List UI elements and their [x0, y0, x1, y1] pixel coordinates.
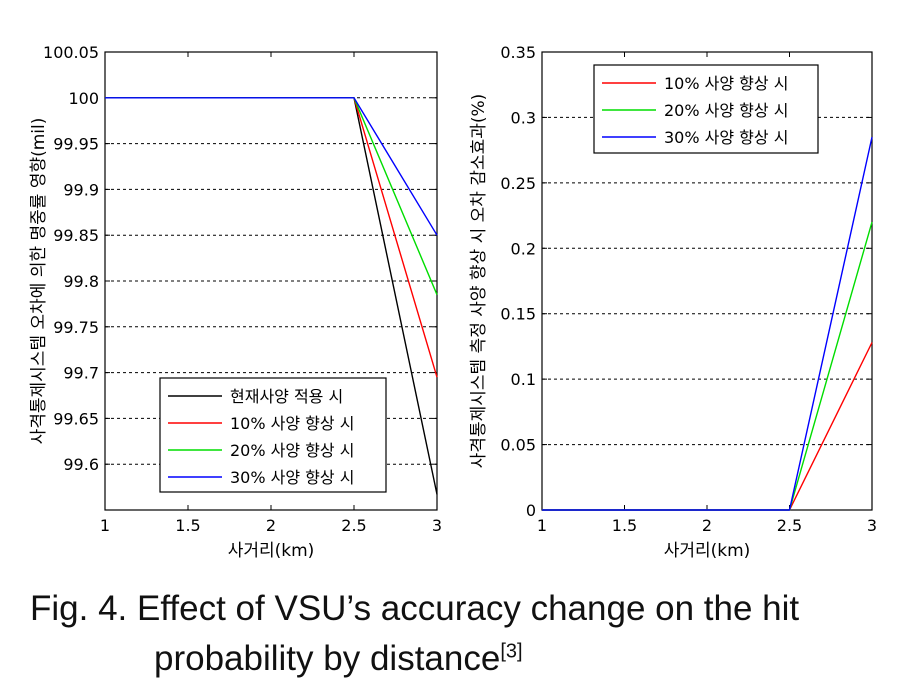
legend-label: 20% 사양 향상 시 [664, 101, 788, 120]
x-tick-label: 2.5 [777, 516, 802, 535]
y-tick-label: 99.9 [63, 180, 99, 199]
x-tick-label: 1 [537, 516, 547, 535]
y-axis-label: 사격통제시스템 오차에 의한 명중률 영향(mil) [29, 118, 49, 445]
y-tick-label: 99.7 [63, 364, 99, 383]
chart-2: 0 0.05 0.1 0.15 0.2 0.25 0.3 0.35 1 1.5 2 2.5 3 사거리(k… [469, 43, 877, 561]
caption-reference: [3] [500, 640, 523, 663]
y-tick-label: 99.6 [63, 455, 99, 474]
x-axis-label: 사거리(km) [228, 541, 315, 561]
y-tick-label: 99.8 [63, 272, 99, 291]
y-tick-label: 100 [68, 89, 99, 108]
y-tick-label: 0.3 [511, 108, 536, 127]
caption-line-2: probability by distance[3] [154, 634, 523, 684]
x-tick-label: 1.5 [175, 516, 200, 535]
y-tick-label: 99.75 [53, 318, 99, 337]
legend: 10% 사양 향상 시 20% 사양 향상 시 30% 사양 향상 시 [593, 64, 819, 154]
figure-canvas: 99.6 99.65 99.7 99.75 99.8 99.85 99.9 99.95 100 1… [29, 43, 877, 561]
x-tick-label: 3 [867, 516, 877, 535]
y-tick-label: 0.2 [511, 239, 536, 258]
y-tick-label: 99.65 [53, 409, 99, 428]
caption-line-2-text: probability by distance [154, 639, 501, 678]
x-tick-label: 2 [702, 516, 712, 535]
y-tick-label: 100.05 [43, 43, 99, 62]
legend-box [593, 64, 819, 154]
y-tick-label: 99.85 [53, 226, 99, 245]
legend-label: 10% 사양 향상 시 [230, 414, 354, 433]
x-axis-label: 사거리(km) [664, 541, 751, 561]
y-tick-label: 0.1 [511, 370, 536, 389]
x-tick-label: 3 [432, 516, 442, 535]
x-tick-label: 1.5 [612, 516, 637, 535]
y-tick-label: 0.05 [500, 436, 536, 455]
y-tick-label: 0 [526, 501, 536, 520]
y-axis-label: 사격통제시스템 측정 사양 향상 시 오차 감소효과(%) [469, 94, 489, 469]
legend-label: 30% 사양 향상 시 [230, 468, 354, 487]
y-tick-label: 0.15 [500, 305, 536, 324]
y-tick-label: 0.35 [500, 43, 536, 62]
legend-label: 20% 사양 향상 시 [230, 441, 354, 460]
x-tick-label: 1 [100, 516, 110, 535]
y-tick-label: 99.95 [53, 135, 99, 154]
series-line-3 [542, 136, 873, 511]
legend-label: 현재사양 적용 시 [230, 387, 343, 406]
legend-label: 10% 사양 향상 시 [664, 74, 788, 93]
legend-box [159, 377, 387, 493]
x-tick-label: 2.5 [341, 516, 366, 535]
y-tick-label: 0.25 [500, 174, 536, 193]
legend: 현재사양 적용 시 10% 사양 향상 시 20% 사양 향상 시 30% 사양 향상… [159, 377, 387, 493]
series-line-4 [105, 97, 438, 236]
chart-1: 99.6 99.65 99.7 99.75 99.8 99.85 99.9 99.95 100 1… [29, 43, 442, 561]
caption-line-1: Fig. 4. Effect of VSU’s accuracy change … [30, 589, 800, 628]
x-tick-label: 2 [266, 516, 276, 535]
legend-label: 30% 사양 향상 시 [664, 128, 788, 147]
